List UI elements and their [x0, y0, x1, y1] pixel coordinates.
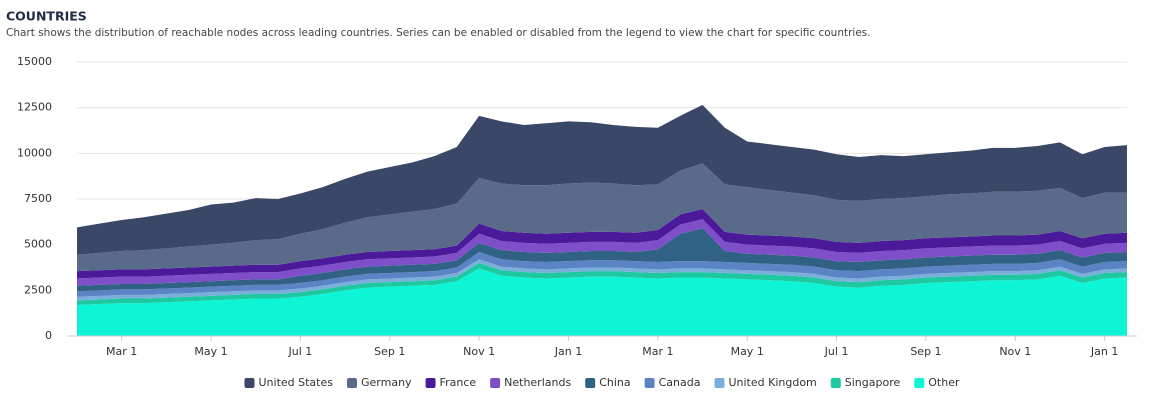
y-tick-label: 5000	[24, 238, 52, 251]
area	[77, 104, 1127, 255]
y-tick-label: 7500	[24, 192, 52, 205]
x-tick-label: Nov 1	[463, 345, 495, 358]
legend-label: Canada	[659, 376, 701, 389]
legend-swatch	[425, 378, 436, 388]
area	[77, 262, 1127, 305]
legend-item[interactable]: Other	[914, 376, 960, 389]
area	[77, 209, 1127, 279]
x-tick-label: Jan 1	[554, 345, 582, 358]
x-tick-label: Jul 1	[824, 345, 849, 358]
legend-label: United Kingdom	[728, 376, 816, 389]
legend-item[interactable]: Netherlands	[490, 376, 571, 389]
legend-label: Netherlands	[504, 376, 571, 389]
legend: United States Germany France Netherlands Chi…	[244, 376, 960, 389]
x-tick-label: May 1	[731, 345, 764, 358]
legend-swatch	[490, 378, 501, 388]
legend-item[interactable]: Singapore	[830, 376, 901, 389]
area	[77, 228, 1127, 292]
y-tick-label: 10000	[17, 146, 52, 159]
legend-item[interactable]: Germany	[346, 376, 412, 389]
area	[77, 163, 1127, 272]
y-tick-label: 12500	[17, 101, 52, 114]
x-tick-label: Mar 1	[106, 345, 137, 358]
legend-swatch	[714, 378, 725, 388]
area	[77, 219, 1127, 286]
area	[77, 251, 1127, 297]
legend-label: Germany	[361, 376, 412, 389]
chart-title: COUNTRIES	[6, 9, 87, 24]
legend-swatch	[830, 378, 841, 388]
legend-swatch	[585, 378, 596, 388]
x-tick-label: Sep 1	[910, 345, 941, 358]
area	[77, 268, 1127, 336]
y-tick-label: 15000	[17, 55, 52, 68]
legend-swatch	[644, 378, 655, 388]
y-tick-label: 0	[45, 329, 52, 342]
legend-label: China	[599, 376, 630, 389]
x-tick-label: Mar 1	[642, 345, 673, 358]
legend-item[interactable]: China	[585, 376, 631, 389]
legend-item[interactable]: United Kingdom	[714, 376, 817, 389]
chart-subtitle: Chart shows the distribution of reachabl…	[6, 27, 871, 39]
x-tick-label: Nov 1	[999, 345, 1031, 358]
legend-item[interactable]: Canada	[644, 376, 701, 389]
legend-item[interactable]: United States	[244, 376, 333, 389]
legend-item[interactable]: France	[425, 376, 477, 389]
legend-swatch	[244, 378, 255, 388]
legend-swatch	[914, 378, 925, 388]
legend-swatch	[346, 378, 357, 388]
legend-label: France	[440, 376, 477, 389]
legend-label: United States	[258, 376, 333, 389]
legend-label: Singapore	[845, 376, 901, 389]
legend-label: Other	[928, 376, 960, 389]
y-tick-label: 2500	[24, 283, 52, 296]
x-tick-label: May 1	[194, 345, 227, 358]
x-tick-label: Jul 1	[288, 345, 313, 358]
x-tick-label: Sep 1	[374, 345, 405, 358]
x-tick-label: Jan 1	[1090, 345, 1118, 358]
